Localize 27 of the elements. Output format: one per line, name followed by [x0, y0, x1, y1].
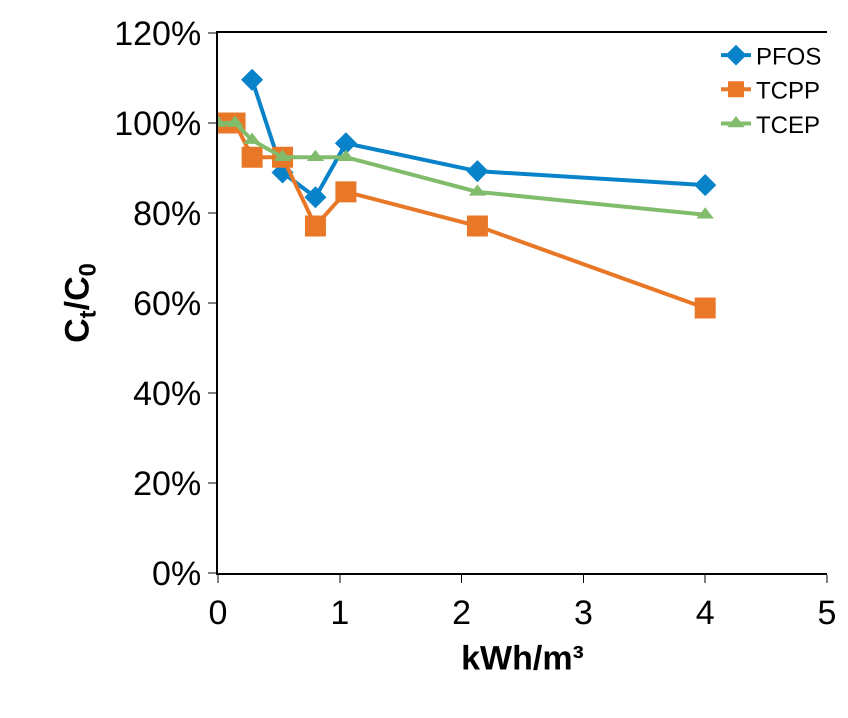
- point: [335, 181, 356, 202]
- y-tick-label: 60%: [133, 284, 202, 323]
- point: [334, 132, 357, 154]
- legend-label: TCEP: [756, 112, 820, 139]
- y-tick-label: 80%: [133, 194, 202, 233]
- x-tick-label: 2: [452, 594, 472, 632]
- x-tick-label: 4: [696, 594, 715, 632]
- point: [466, 216, 488, 237]
- point: [694, 174, 716, 196]
- x-tick-label: 5: [818, 594, 836, 632]
- y-tick-label: 40%: [133, 374, 202, 413]
- y-tick-label: 100%: [114, 104, 202, 143]
- x-tick-label: 3: [574, 594, 593, 632]
- point: [242, 146, 263, 168]
- y-tick-label: 120%: [114, 14, 202, 53]
- point: [694, 297, 716, 318]
- y-tick-label: 20%: [133, 464, 202, 503]
- x-tick-label: 0: [208, 594, 228, 632]
- point: [466, 160, 488, 182]
- legend-label: TCPP: [756, 78, 820, 105]
- point: [304, 216, 326, 237]
- x-axis-title: kWh/m³: [461, 640, 584, 678]
- point: [241, 68, 264, 91]
- x-tick-label: 1: [330, 594, 350, 632]
- y-tick-label: 0%: [152, 554, 202, 593]
- point: [304, 186, 326, 208]
- legend-label: PFOS: [756, 43, 822, 70]
